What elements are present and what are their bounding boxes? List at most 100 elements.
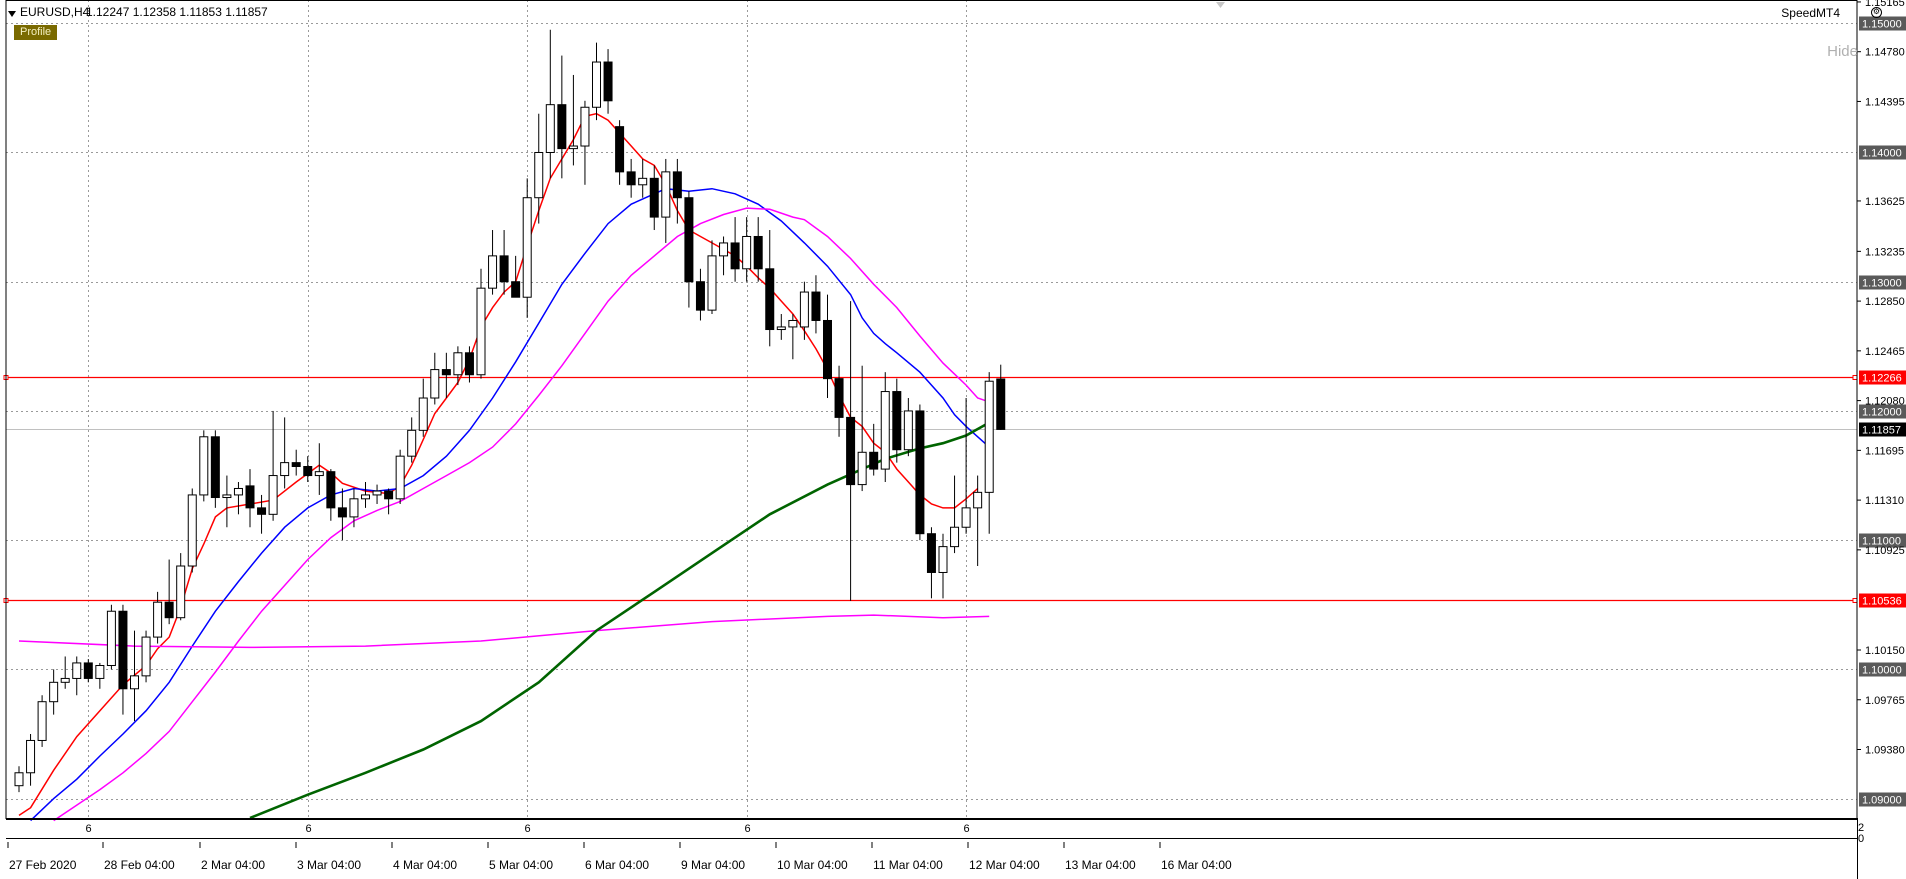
price-axis[interactable]: 1.15000 1.14000 1.13000 1.12000 1.11000 1.100… xyxy=(1857,0,1906,807)
candle-body-bull xyxy=(418,397,428,431)
time-axis[interactable]: 6 6 6 6 6 27 Feb 2020 28 Feb 04:00 2 Mar 04:00 3… xyxy=(7,823,1232,872)
time-tick-label: 16 Mar 04:00 xyxy=(1161,858,1232,872)
candle xyxy=(765,230,775,347)
candle xyxy=(37,695,47,747)
candle xyxy=(337,488,347,541)
price-tick-label: 1.13625 xyxy=(1865,196,1905,208)
candle-body-bull xyxy=(788,319,798,328)
candle xyxy=(361,482,370,508)
candle-body-bull xyxy=(349,498,359,518)
candle xyxy=(418,378,428,437)
candle xyxy=(488,230,498,295)
candle xyxy=(141,630,151,683)
grid-level-label: 1.11000 xyxy=(1862,536,1901,548)
candle-body-bear xyxy=(649,177,659,218)
candle-body-bear xyxy=(557,104,567,150)
level-handle-right[interactable] xyxy=(1852,598,1858,603)
settings-gear-icon[interactable]: ⚙ xyxy=(1871,7,1882,18)
profile-button[interactable]: Profile xyxy=(14,25,58,40)
level-handle-right[interactable] xyxy=(1852,375,1858,380)
price-tick-label: 1.12080 xyxy=(1865,396,1905,408)
candle-body-bull xyxy=(60,677,70,683)
candle-body-bull xyxy=(106,610,116,667)
grid-level-tag xyxy=(1859,533,1906,548)
candle-body-bull xyxy=(799,291,809,328)
candle xyxy=(187,488,197,573)
candle-body-bear xyxy=(684,197,694,283)
candle-body-bull xyxy=(707,255,717,311)
candle-body-bear xyxy=(210,436,220,499)
time-tick-label: 12 Mar 04:00 xyxy=(969,858,1040,872)
candle xyxy=(407,417,417,463)
candle-body-bear xyxy=(846,416,856,486)
candle-body-bull xyxy=(395,455,405,500)
grid-level-label: 1.13000 xyxy=(1862,278,1902,290)
price-tick-label: 1.10150 xyxy=(1865,645,1905,657)
price-tick-label: 1.09765 xyxy=(1865,695,1905,707)
candle xyxy=(372,484,382,504)
candle xyxy=(788,314,798,360)
candle-body-bull xyxy=(580,106,590,147)
candle-body-bull xyxy=(488,255,498,289)
candle-body-bull xyxy=(938,546,948,573)
candle xyxy=(534,113,544,224)
candle xyxy=(118,604,128,715)
grid-level-label: 1.14000 xyxy=(1862,148,1902,160)
candle xyxy=(661,158,671,243)
candle-body-bull xyxy=(72,662,82,679)
candle-body-bear xyxy=(730,242,740,270)
candle-body-bull xyxy=(880,391,890,470)
candle xyxy=(707,240,717,315)
candle xyxy=(83,659,93,683)
price-tick-label: 1.11695 xyxy=(1865,445,1904,457)
candle xyxy=(245,469,255,528)
candle xyxy=(106,604,116,670)
candle-body-bull xyxy=(476,287,486,376)
candle-body-bear xyxy=(603,61,613,102)
candle-body-bear xyxy=(672,171,682,199)
candle xyxy=(892,378,902,463)
chart-grid xyxy=(6,0,1857,818)
candle xyxy=(210,430,220,508)
candle xyxy=(603,49,613,114)
session-label: 6 xyxy=(85,823,91,835)
level-price-label: 1.12266 xyxy=(1862,373,1902,385)
candle xyxy=(903,398,913,457)
candle-body-bull xyxy=(95,665,105,679)
candle-body-bear xyxy=(464,352,474,376)
candle-body-bull xyxy=(26,739,36,774)
session-label: 6 xyxy=(963,823,969,835)
candle-body-bear xyxy=(326,471,336,509)
candle xyxy=(314,443,324,495)
candle-body-bull xyxy=(361,494,370,500)
candle xyxy=(464,346,474,383)
candle-body-bull xyxy=(950,526,960,548)
candle xyxy=(199,430,209,502)
grid-level-tag xyxy=(1859,792,1906,807)
candle xyxy=(857,365,867,492)
candle-body-bear xyxy=(291,462,301,468)
candle-body-bull xyxy=(545,104,555,153)
candle-body-bull xyxy=(534,151,544,199)
candle xyxy=(95,662,105,689)
chart-frame xyxy=(5,0,1858,879)
level-price-label: 1.10536 xyxy=(1862,596,1902,608)
time-tick-label: 27 Feb 2020 xyxy=(9,858,77,872)
hide-button[interactable]: Hide xyxy=(1827,43,1858,60)
candle-body-bear xyxy=(615,126,625,173)
candle-body-bull xyxy=(742,235,752,270)
candle xyxy=(776,314,786,340)
candle xyxy=(823,294,832,399)
session-label: 6 xyxy=(524,823,530,835)
candle-body-bull xyxy=(984,380,994,493)
candle xyxy=(49,669,59,715)
symbol-dropdown-icon[interactable] xyxy=(8,11,16,17)
candle xyxy=(60,656,70,689)
price-tick-label: 1.12850 xyxy=(1865,296,1905,308)
scroll-marker-icon xyxy=(1216,2,1225,8)
time-tick-label: 2 Mar 04:00 xyxy=(201,858,265,872)
price-tick-label: 1.13235 xyxy=(1865,246,1905,258)
session-label: 6 xyxy=(305,823,311,835)
candle-body-bull xyxy=(973,491,983,509)
